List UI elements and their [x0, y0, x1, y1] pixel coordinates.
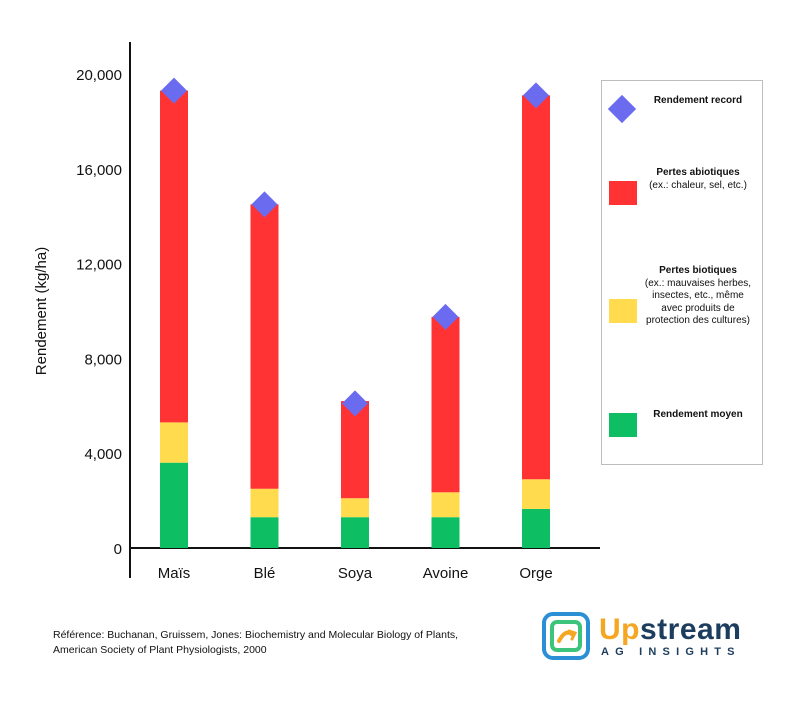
bar-segment [522, 95, 550, 480]
bar-segment [250, 488, 279, 518]
x-tick-label: Maïs [158, 565, 191, 582]
record-marker [523, 82, 549, 109]
bar-segment [250, 517, 279, 548]
bar-segment [431, 492, 460, 518]
y-tick-label: 20,000 [76, 67, 122, 84]
reference-text: Référence: Buchanan, Gruissem, Jones: Bi… [53, 629, 459, 656]
legend-item-abiotic: Pertes abiotiques (ex.: chaleur, sel, et… [602, 159, 762, 229]
legend-title-biotic: Pertes biotiques [659, 265, 737, 276]
x-tick-label: Soya [338, 565, 373, 582]
logo-wordmark: Upstream [599, 613, 742, 646]
legend-desc-biotic: (ex.: mauvaises herbes, insectes, etc., … [644, 277, 752, 327]
chart-legend: Rendement record Pertes abiotiques (ex.:… [601, 80, 763, 465]
x-tick-label: Blé [254, 565, 276, 582]
bar-segment [160, 90, 188, 423]
y-tick-label: 8,000 [84, 351, 122, 368]
legend-swatch-abiotic [609, 181, 637, 205]
record-marker [432, 303, 459, 330]
legend-title-abiotic: Pertes abiotiques [656, 167, 740, 178]
bar-segment [160, 422, 188, 463]
legend-swatch-average [609, 413, 637, 437]
bar-segment [250, 204, 279, 489]
bar-segment [341, 401, 369, 499]
y-tick-label: 4,000 [84, 446, 122, 463]
record-marker [161, 77, 187, 104]
yield-chart: 0 4,000 8,000 12,000 16,000 20,000 Rendement (… [33, 42, 600, 582]
logo-tagline: AG INSIGHTS [601, 646, 741, 658]
x-tick-label: Avoine [423, 565, 469, 582]
record-marker [342, 390, 368, 417]
legend-item-average: Rendement moyen [602, 399, 762, 469]
bar-segment [431, 517, 460, 548]
legend-item-biotic: Pertes biotiques (ex.: mauvaises herbes,… [602, 261, 762, 361]
legend-swatch-biotic [609, 299, 637, 323]
bar-segment [431, 316, 460, 493]
bar-segment [341, 517, 369, 548]
logo-mark-icon [542, 612, 590, 660]
legend-title-record: Rendement record [653, 95, 743, 106]
bar-segment [160, 462, 188, 548]
bar-segment [341, 498, 369, 518]
legend-desc-abiotic: (ex.: chaleur, sel, etc.) [649, 179, 747, 191]
bar-segment [522, 479, 550, 509]
y-tick-label: 12,000 [76, 257, 122, 274]
upstream-logo: Upstream AG INSIGHTS [541, 611, 751, 663]
y-tick-label: 16,000 [76, 162, 122, 179]
legend-item-record: Rendement record [602, 81, 762, 151]
record-marker [251, 191, 278, 218]
legend-title-average: Rendement moyen [653, 409, 743, 420]
bar-segment [522, 508, 550, 548]
legend-diamond-record [607, 94, 637, 124]
y-axis-label: Rendement (kg/ha) [33, 247, 50, 375]
y-tick-label: 0 [114, 541, 122, 558]
x-tick-label: Orge [519, 565, 552, 582]
